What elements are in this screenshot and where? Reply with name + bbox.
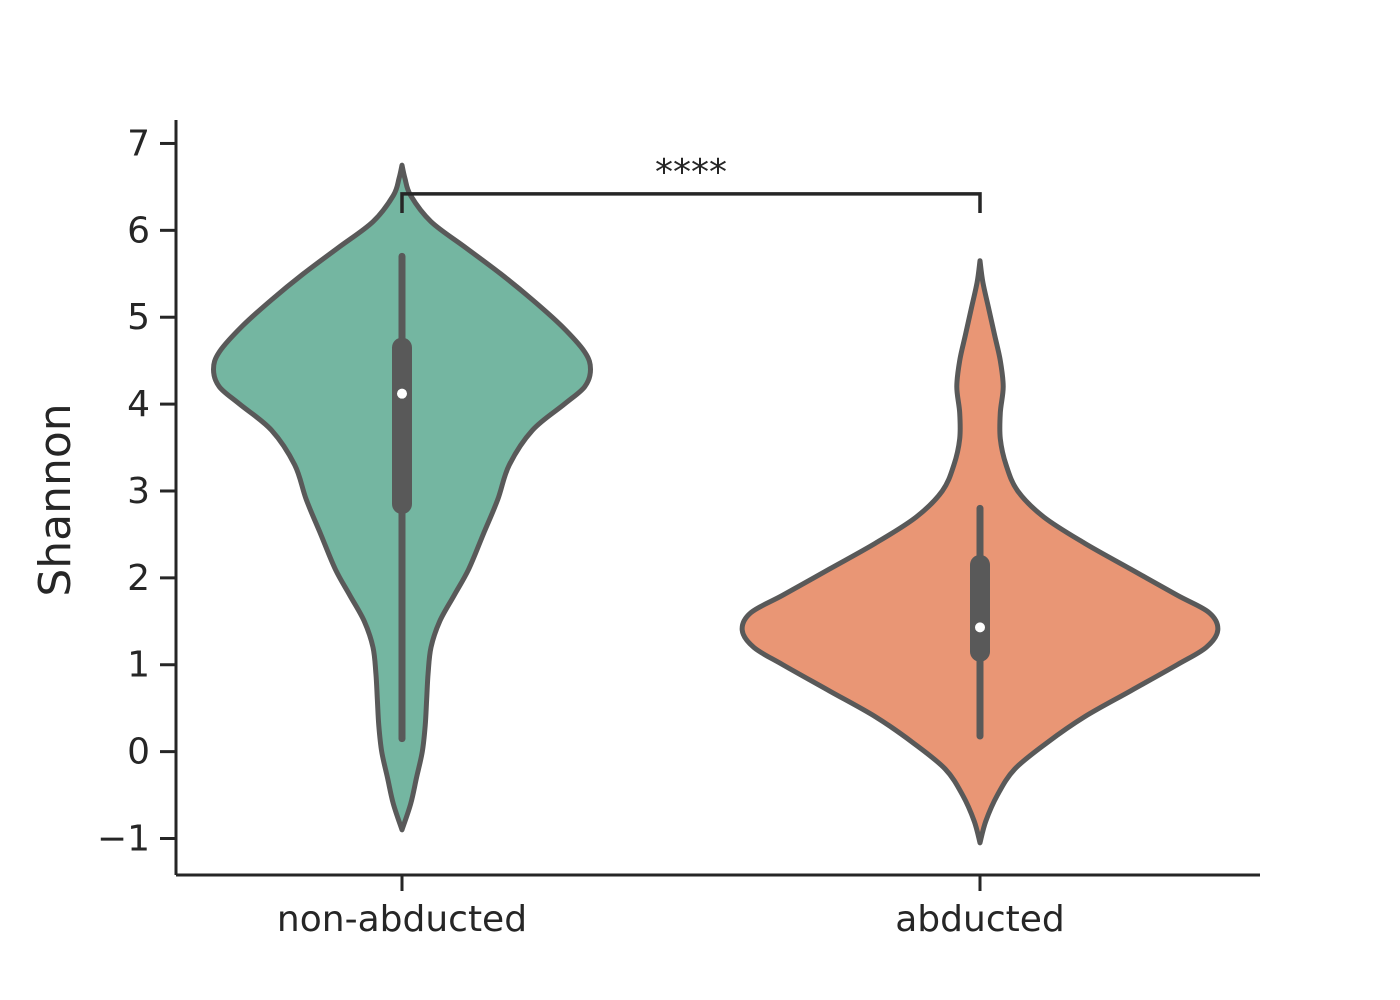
y-tick-label: 3 bbox=[127, 471, 150, 512]
median-point-abducted bbox=[975, 622, 985, 633]
significance-annotation: **** bbox=[400, 152, 982, 213]
y-tick-label: 5 bbox=[127, 297, 150, 338]
significance-label: **** bbox=[655, 152, 727, 193]
y-tick-label: 2 bbox=[127, 558, 150, 599]
y-axis-label: Shannon bbox=[30, 403, 81, 596]
y-tick-label: 0 bbox=[127, 732, 150, 773]
y-tick-label: 6 bbox=[127, 210, 150, 251]
y-tick-label: 7 bbox=[127, 123, 150, 164]
median-point-non-abducted bbox=[397, 388, 407, 399]
y-tick-label: −1 bbox=[97, 819, 150, 860]
significance-bracket bbox=[400, 192, 982, 213]
y-tick-label: 4 bbox=[127, 384, 150, 425]
violins-group bbox=[211, 162, 1221, 846]
x-tick-label-non-abducted: non-abducted bbox=[277, 899, 527, 940]
axes-group: −1 0 1 2 3 4 5 6 7 non-abducted abducted bbox=[97, 120, 1260, 940]
x-tick-label-abducted: abducted bbox=[895, 899, 1065, 940]
y-tick-label: 1 bbox=[127, 645, 150, 686]
